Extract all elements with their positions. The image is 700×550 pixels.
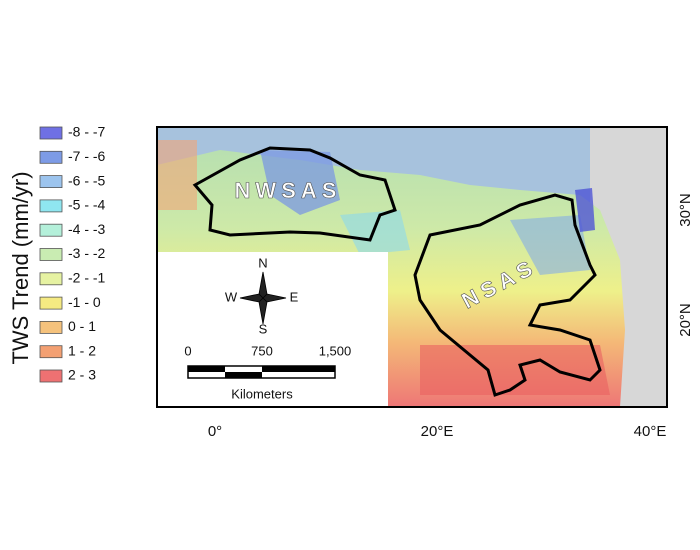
compass-e: E: [290, 289, 299, 304]
legend-label: -5 - -4: [68, 197, 106, 213]
scale-segment: [225, 372, 262, 378]
compass: [239, 271, 287, 325]
legend-swatch: [39, 369, 63, 383]
compass-s: S: [259, 321, 268, 336]
compass-rose: [239, 271, 287, 325]
nwsas-outline: [192, 146, 397, 242]
map-frame: [156, 126, 668, 408]
compass-w: W: [225, 289, 238, 304]
scale-bar: [187, 365, 336, 379]
scale-segment: [188, 366, 225, 372]
x-axis-label: 0°: [208, 423, 222, 440]
map: [157, 127, 667, 407]
legend-swatch: [39, 345, 63, 359]
legend-label: 0 - 1: [68, 318, 96, 334]
legend-swatch: [39, 175, 63, 189]
decline-area: [260, 150, 340, 215]
decline-area: [340, 210, 410, 255]
legend-swatch: [39, 296, 63, 310]
x-axis-label: 20°E: [421, 423, 454, 440]
legend: -8 - -7 -7 - -6 -6 - -5 -5 - -4 -4 - -3 -3 - …: [39, 124, 106, 383]
decline-area: [510, 215, 590, 275]
legend-label: 1 - 2: [68, 342, 96, 358]
legend-label: 2 - 3: [68, 367, 96, 383]
compass-n: N: [258, 255, 267, 270]
scale-segment: [262, 366, 335, 372]
scale-label: 1,500: [319, 343, 352, 358]
aquifer-label: NWSAS: [235, 178, 342, 203]
scale-label: 750: [251, 343, 273, 358]
scale-label: 0: [184, 343, 191, 358]
legend-swatch: [39, 248, 63, 261]
legend-title: TWS Trend (mm/yr): [8, 171, 33, 364]
legend-label: -4 - -3: [68, 221, 106, 237]
x-axis-label: 40°E: [634, 423, 667, 440]
legend-label: -2 - -1: [68, 270, 106, 286]
legend-swatch: [39, 199, 63, 213]
decline-area: [575, 188, 595, 232]
inset-box: [157, 252, 388, 407]
y-axis-label: 30°N: [677, 193, 694, 227]
rise-area: [157, 140, 197, 210]
legend-label: -8 - -7: [68, 124, 106, 140]
legend-label: -6 - -5: [68, 172, 106, 188]
legend-swatch: [39, 272, 63, 286]
legend-label: -1 - 0: [68, 294, 101, 310]
legend-swatch: [39, 150, 63, 164]
legend-label: -3 - -2: [68, 245, 106, 261]
scale-unit: Kilometers: [231, 386, 293, 401]
legend-swatch: [39, 320, 63, 334]
legend-swatch: [39, 223, 63, 237]
y-axis-label: 20°N: [677, 303, 694, 337]
legend-label: -7 - -6: [68, 148, 106, 164]
legend-swatch: [39, 126, 63, 140]
nsas-outline: [413, 193, 602, 397]
rise-area: [420, 345, 610, 395]
